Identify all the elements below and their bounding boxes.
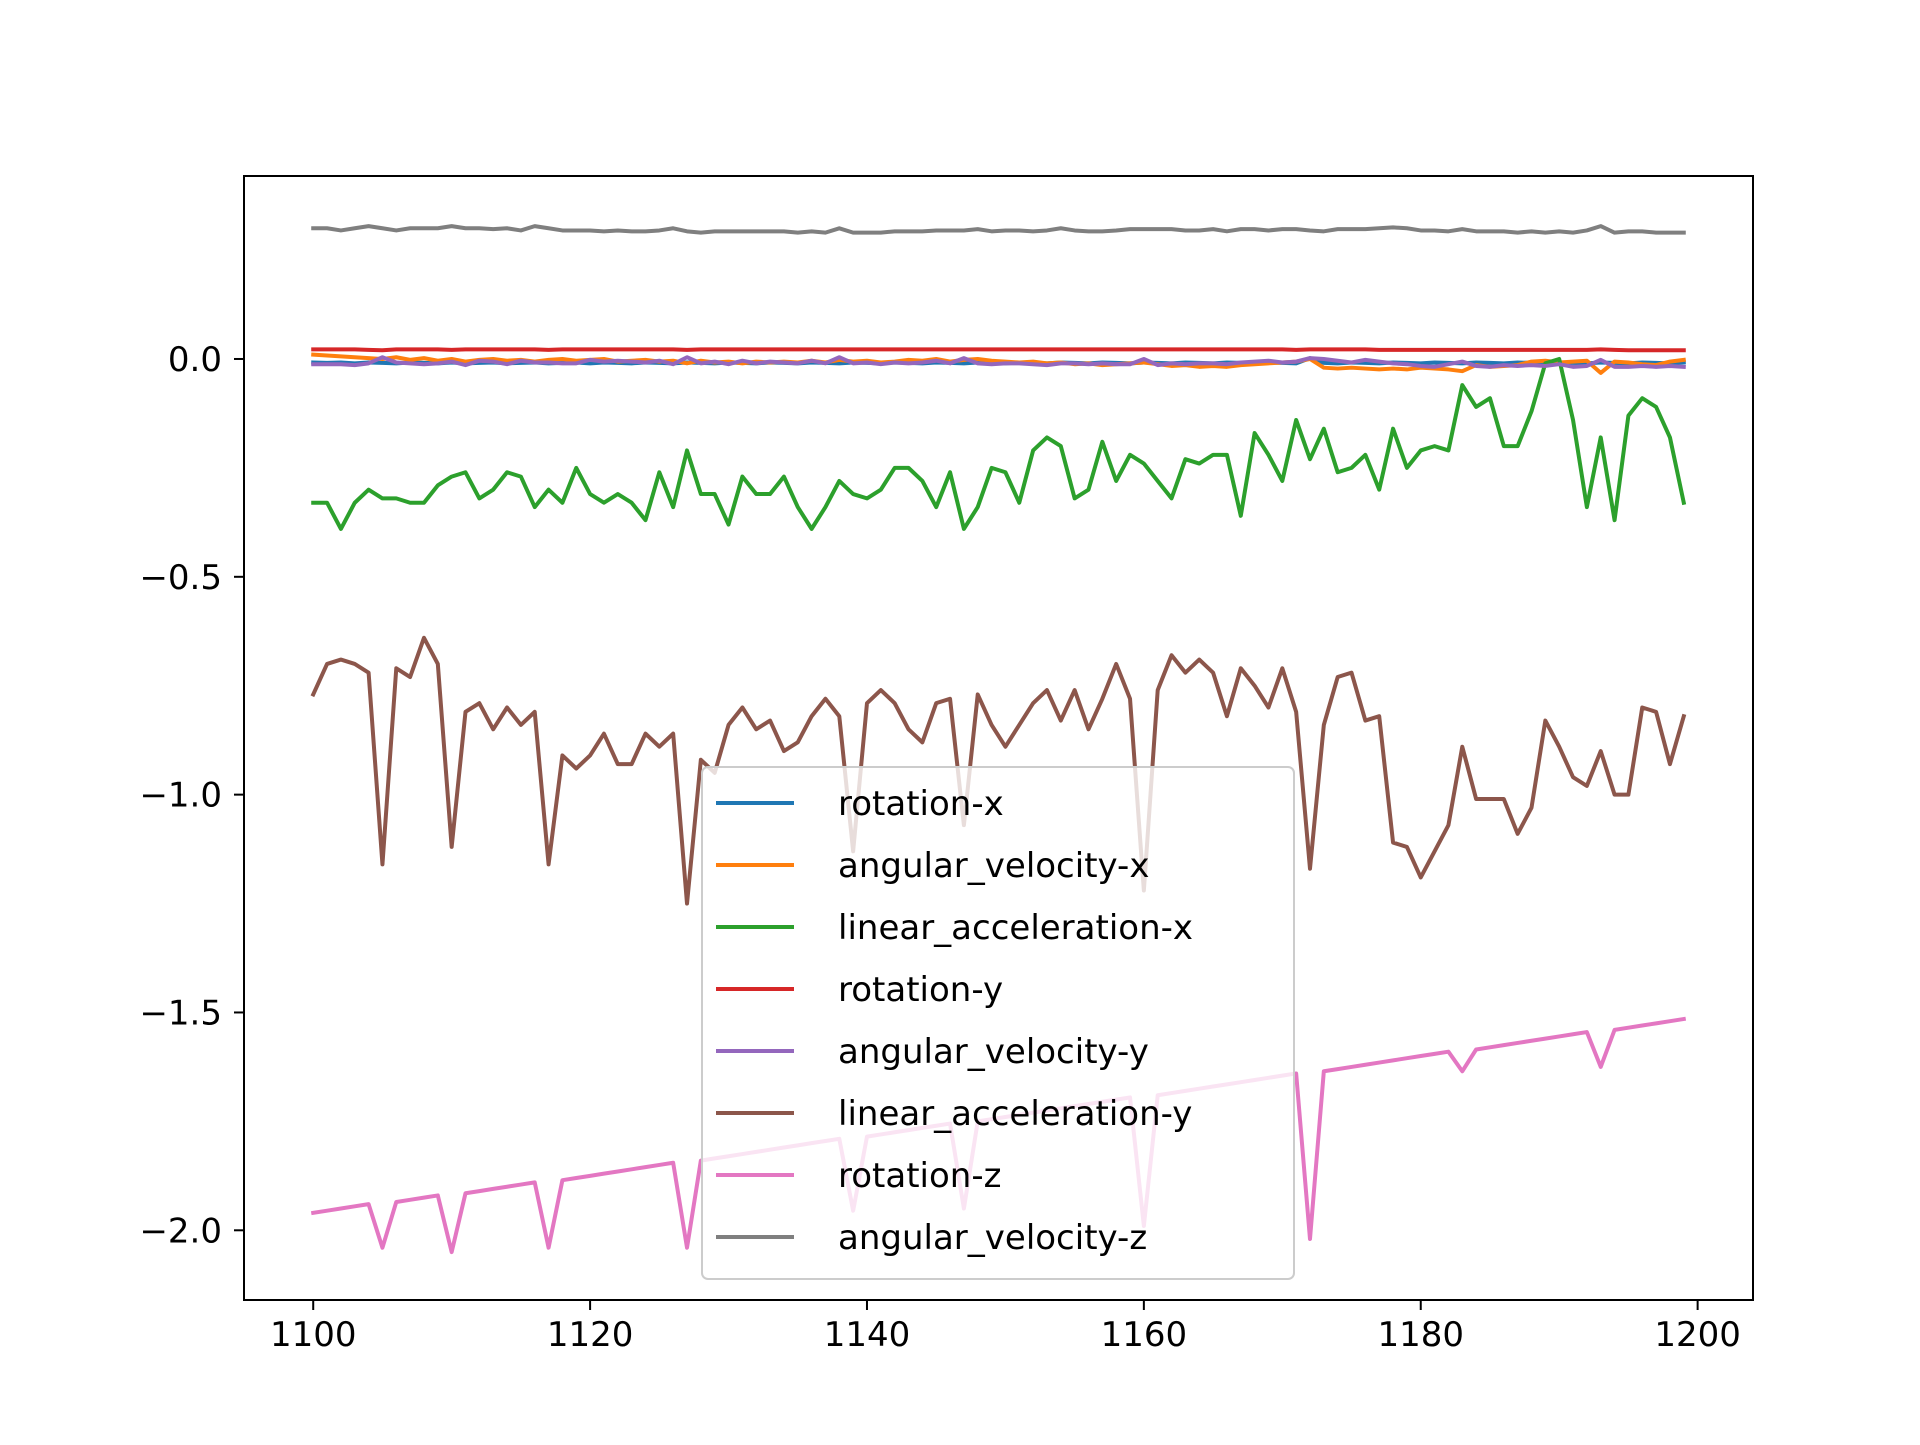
y-tick-label: −1.5 bbox=[139, 993, 222, 1033]
legend-label-rotation-z: rotation-z bbox=[838, 1156, 1001, 1196]
y-axis: 0.0 −0.5 −1.0 −1.5 −2.0 bbox=[139, 340, 244, 1251]
legend-label-angular_velocity-x: angular_velocity-x bbox=[838, 846, 1149, 886]
legend: rotation-x angular_velocity-x linear_accel… bbox=[701, 766, 1295, 1280]
x-axis: 1100 1120 1140 1160 1180 1200 bbox=[270, 1300, 1741, 1355]
series-line-angular_velocity-y bbox=[311, 355, 1686, 369]
series-line-rotation-y bbox=[311, 347, 1686, 353]
y-tick-label: −0.5 bbox=[139, 558, 222, 598]
x-tick-label: 1200 bbox=[1654, 1315, 1741, 1355]
legend-label-angular_velocity-y: angular_velocity-y bbox=[838, 1032, 1149, 1072]
legend-box bbox=[701, 766, 1295, 1280]
x-tick-label: 1180 bbox=[1377, 1315, 1464, 1355]
series-line-linear_acceleration-x bbox=[311, 356, 1687, 531]
axes-frame bbox=[243, 175, 1754, 1301]
x-tick-label: 1140 bbox=[824, 1315, 911, 1355]
series-line-angular_velocity-z bbox=[311, 224, 1686, 235]
legend-label-rotation-x: rotation-x bbox=[838, 784, 1004, 824]
x-tick-label: 1100 bbox=[270, 1315, 357, 1355]
legend-label-rotation-y: rotation-y bbox=[838, 970, 1003, 1010]
legend-label-linear_acceleration-x: linear_acceleration-x bbox=[838, 908, 1193, 948]
y-tick-label: −2.0 bbox=[139, 1211, 222, 1251]
legend-label-angular_velocity-z: angular_velocity-z bbox=[838, 1218, 1147, 1258]
plot-lines bbox=[310, 224, 1687, 1255]
series-line-linear_acceleration-y bbox=[310, 635, 1687, 906]
x-tick-label: 1160 bbox=[1101, 1315, 1188, 1355]
y-tick-label: 0.0 bbox=[168, 340, 222, 380]
x-tick-label: 1120 bbox=[547, 1315, 634, 1355]
legend-label-linear_acceleration-y: linear_acceleration-y bbox=[838, 1094, 1192, 1134]
y-tick-label: −1.0 bbox=[139, 776, 222, 816]
